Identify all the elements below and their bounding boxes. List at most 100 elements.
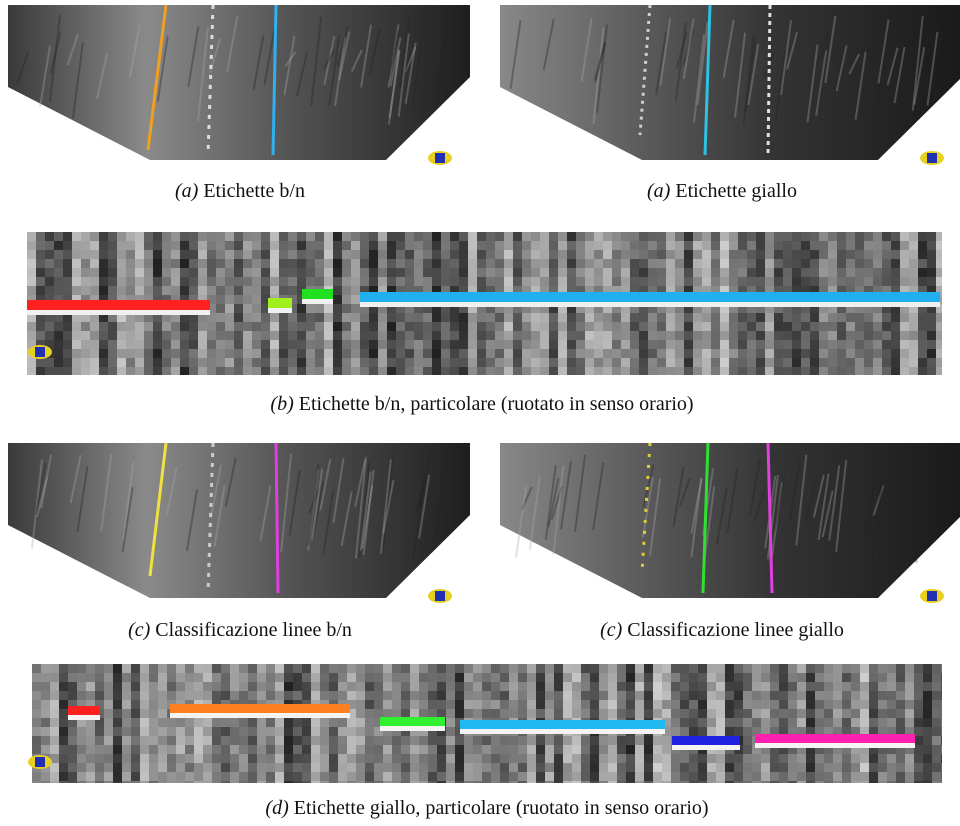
pixel — [603, 331, 612, 340]
pixel — [801, 331, 810, 340]
pixel — [63, 340, 72, 349]
pixel — [554, 709, 563, 718]
pixel — [72, 241, 81, 250]
pixel — [657, 331, 666, 340]
pixel — [558, 241, 567, 250]
pixel — [108, 286, 117, 295]
pixel — [131, 727, 140, 736]
pixel — [401, 664, 410, 673]
pixel — [675, 331, 684, 340]
pixel — [797, 691, 806, 700]
pixel — [144, 358, 153, 367]
pixel — [743, 736, 752, 745]
pixel — [626, 736, 635, 745]
pixel — [833, 763, 842, 772]
pixel — [810, 250, 819, 259]
pixel — [518, 763, 527, 772]
pixel — [320, 772, 329, 781]
pixel — [369, 349, 378, 358]
pixel — [774, 322, 783, 331]
pixel — [626, 772, 635, 781]
pixel — [275, 763, 284, 772]
pixel — [297, 250, 306, 259]
pixel — [837, 367, 846, 375]
pixel — [158, 754, 167, 763]
pixel — [545, 736, 554, 745]
pixel — [693, 358, 702, 367]
pixel — [747, 232, 756, 241]
pixel — [567, 268, 576, 277]
pixel — [734, 772, 743, 781]
pixel — [198, 340, 207, 349]
pixel — [27, 322, 36, 331]
pixel — [923, 709, 932, 718]
pixel — [657, 340, 666, 349]
pixel — [365, 754, 374, 763]
pixel — [914, 781, 923, 783]
pixel — [644, 691, 653, 700]
pixel — [680, 682, 689, 691]
pixel — [756, 358, 765, 367]
pixel — [702, 259, 711, 268]
pixel — [419, 673, 428, 682]
pixel — [932, 682, 941, 691]
pixel — [720, 313, 729, 322]
pixel — [162, 358, 171, 367]
pixel — [738, 358, 747, 367]
pixel — [387, 322, 396, 331]
pixel — [54, 286, 63, 295]
pixel — [198, 367, 207, 375]
pixel — [248, 763, 257, 772]
pixel — [500, 754, 509, 763]
pixel — [864, 250, 873, 259]
pixel — [869, 763, 878, 772]
pixel — [594, 367, 603, 375]
pixel — [473, 691, 482, 700]
pixel — [932, 736, 941, 745]
pixel — [473, 763, 482, 772]
pixel — [117, 232, 126, 241]
pixel — [531, 241, 540, 250]
pixel — [45, 277, 54, 286]
pixel — [423, 277, 432, 286]
pixel — [518, 781, 527, 783]
pixel — [405, 340, 414, 349]
pixel — [261, 331, 270, 340]
pixel — [630, 367, 639, 375]
pixel — [338, 763, 347, 772]
pixel — [378, 250, 387, 259]
pixel — [941, 745, 942, 754]
pixel — [212, 682, 221, 691]
pixel — [846, 277, 855, 286]
pixel — [477, 268, 486, 277]
pixel — [446, 763, 455, 772]
pixel — [306, 358, 315, 367]
pixel — [81, 349, 90, 358]
label-segment — [68, 706, 100, 715]
pixel — [81, 232, 90, 241]
pixel — [540, 322, 549, 331]
pixel — [414, 340, 423, 349]
pixel — [531, 268, 540, 277]
pixel — [689, 664, 698, 673]
pixel — [806, 700, 815, 709]
pixel — [842, 754, 851, 763]
pixel — [873, 277, 882, 286]
pixel — [783, 313, 792, 322]
pixel — [761, 700, 770, 709]
pixel — [770, 691, 779, 700]
pixel — [297, 259, 306, 268]
pixel — [788, 700, 797, 709]
pixel — [941, 736, 942, 745]
pixel — [198, 358, 207, 367]
pixel — [923, 772, 932, 781]
pixel — [756, 322, 765, 331]
pixel — [72, 250, 81, 259]
pixel — [522, 277, 531, 286]
pixel — [360, 250, 369, 259]
pixel — [189, 277, 198, 286]
pixel — [473, 736, 482, 745]
pixel — [851, 691, 860, 700]
pixel — [401, 682, 410, 691]
pixel — [635, 709, 644, 718]
